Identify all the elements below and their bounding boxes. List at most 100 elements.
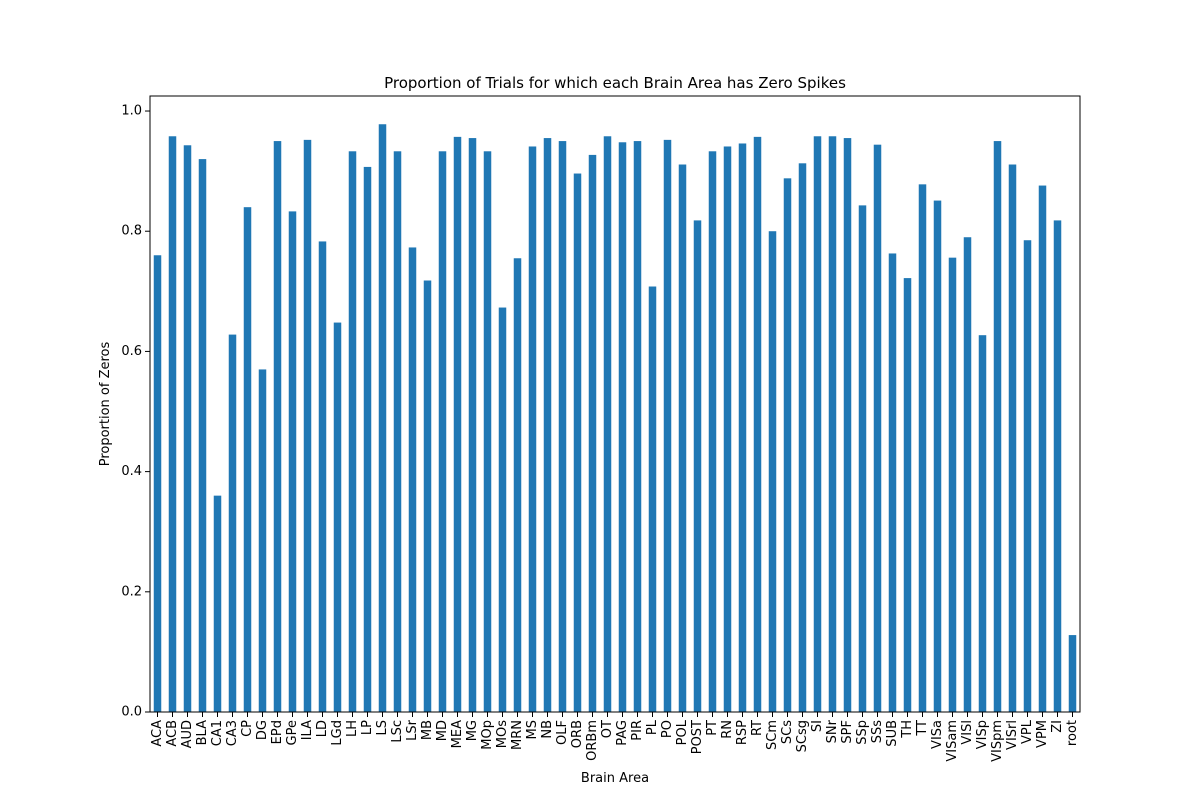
bar-POL <box>678 164 687 712</box>
bar-ORB <box>573 173 582 712</box>
x-tick-label: CP <box>240 720 255 737</box>
x-tick-label: POST <box>690 720 705 754</box>
bar-PAG <box>618 142 627 712</box>
bar-RN <box>723 146 732 713</box>
chart-title: Proportion of Trials for which each Brai… <box>384 74 846 92</box>
bar-ILA <box>303 139 312 712</box>
x-tick-label: LD <box>315 720 330 737</box>
x-tick-label: PIR <box>630 720 645 741</box>
x-tick-label: SCsg <box>795 720 810 752</box>
x-tick-label: PO <box>660 720 675 738</box>
bar-VISrl <box>1008 164 1017 712</box>
bar-MRN <box>513 258 522 712</box>
x-tick-label: SUB <box>885 720 900 747</box>
x-tick-label: MB <box>420 720 435 740</box>
x-tick-label: VISpm <box>990 720 1005 762</box>
bar-RT <box>753 136 762 712</box>
x-tick-label: VPM <box>1035 720 1050 748</box>
x-tick-label: SCs <box>780 720 795 744</box>
bar-DG <box>258 369 267 712</box>
bar-MOp <box>483 151 492 713</box>
x-tick-label: MG <box>465 720 480 741</box>
x-tick-label: VPL <box>1020 719 1035 744</box>
bar-VISam <box>948 257 957 712</box>
x-tick-label: SI <box>810 720 825 732</box>
bar-SCm <box>768 231 777 712</box>
y-tick-label: 0.6 <box>121 344 142 359</box>
bar-VISl <box>963 237 972 713</box>
bar-VPM <box>1038 185 1047 713</box>
bar-OLF <box>558 141 567 712</box>
plot-frame <box>149 95 1081 713</box>
bar-LSc <box>393 151 402 713</box>
y-tick-label: 0.4 <box>121 464 142 479</box>
y-tick-label: 1.0 <box>121 104 142 119</box>
x-tick-label: MOs <box>495 720 510 748</box>
x-tick-label: MS <box>525 720 540 739</box>
bar-MD <box>438 151 447 713</box>
x-tick-label: LSr <box>405 719 420 740</box>
x-tick-label: SNr <box>825 719 840 743</box>
x-tick-label: VISl <box>960 720 975 745</box>
x-tick-label: PL <box>645 719 660 735</box>
bar-MG <box>468 138 477 712</box>
x-tick-label: POL <box>675 719 690 745</box>
x-tick-label: ZI <box>1050 720 1065 733</box>
bar-GPe <box>288 211 297 712</box>
bar-PL <box>648 286 657 712</box>
x-tick-label: VISa <box>930 720 945 749</box>
x-tick-label: SSs <box>870 720 885 744</box>
x-tick-label: LH <box>345 720 360 737</box>
bar-SI <box>813 136 822 712</box>
x-tick-label: LS <box>375 720 390 736</box>
x-tick-label: ACA <box>150 720 165 747</box>
x-tick-label: OT <box>600 720 615 738</box>
bar-SPF <box>843 138 852 712</box>
x-tick-label: PAG <box>615 720 630 746</box>
x-tick-label: VISrl <box>1005 720 1020 750</box>
x-axis: ACA ACB AUD BLA CA1 CA3 CP DG EPd GPe ILA LD LGd LH LP… <box>150 712 1080 762</box>
bar-NB <box>543 138 552 712</box>
x-tick-label: PT <box>705 720 720 736</box>
y-axis: 0.0 0.2 0.4 0.6 0.8 1.0 <box>121 104 150 720</box>
x-tick-label: LGd <box>330 720 345 746</box>
x-tick-label: RT <box>750 720 765 736</box>
bar-PIR <box>633 141 642 712</box>
bar-root <box>1068 635 1077 712</box>
x-tick-label: NB <box>540 720 555 739</box>
x-axis-label: Brain Area <box>581 771 649 786</box>
x-tick-label: SCm <box>765 720 780 750</box>
bar-TT <box>918 184 927 713</box>
bar-ZI <box>1053 220 1062 712</box>
bar-CA1 <box>213 495 222 712</box>
bar-SSs <box>873 144 882 712</box>
x-tick-label: VISp <box>975 720 990 749</box>
x-tick-label: EPd <box>270 720 285 744</box>
bar-BLA <box>198 159 207 713</box>
x-tick-label: RN <box>720 720 735 739</box>
y-tick-label: 0.2 <box>121 584 142 599</box>
bar-SCs <box>783 178 792 712</box>
x-tick-label: root <box>1065 720 1080 746</box>
x-tick-label: TT <box>915 720 930 737</box>
x-tick-label: MOp <box>480 720 495 750</box>
y-axis-label: Proportion of Zeros <box>98 341 113 466</box>
bar-LD <box>318 241 327 712</box>
bar-AUD <box>183 145 192 712</box>
bar-SSp <box>858 205 867 712</box>
bar-POST <box>693 220 702 712</box>
bar-ORBm <box>588 154 597 712</box>
x-tick-label: ILA <box>300 720 315 740</box>
x-tick-label: AUD <box>180 720 195 748</box>
bar-VPL <box>1023 240 1032 713</box>
bar-LP <box>363 166 372 713</box>
bar-LH <box>348 151 357 713</box>
y-tick-label: 0.8 <box>121 224 142 239</box>
bar-EPd <box>273 141 282 712</box>
bar-LGd <box>333 322 342 712</box>
x-tick-label: RSP <box>735 720 750 745</box>
x-tick-label: GPe <box>285 720 300 745</box>
bar-PO <box>663 139 672 712</box>
